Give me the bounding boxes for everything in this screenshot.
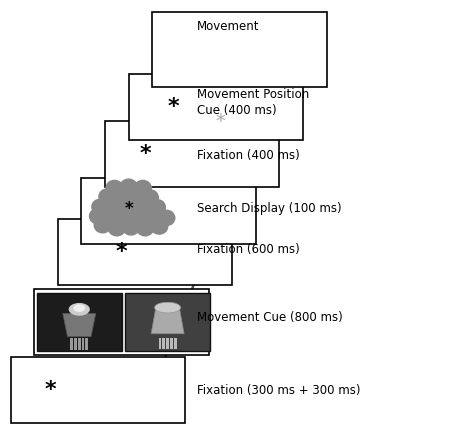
Circle shape bbox=[104, 208, 120, 223]
Text: Search Display (100 ms): Search Display (100 ms) bbox=[197, 202, 342, 214]
Bar bbox=[128, 74, 303, 140]
Bar bbox=[174, 338, 176, 350]
Text: Fixation (400 ms): Fixation (400 ms) bbox=[197, 149, 300, 162]
Text: Fixation (600 ms): Fixation (600 ms) bbox=[197, 243, 300, 256]
Bar bbox=[82, 178, 256, 245]
Circle shape bbox=[148, 199, 165, 215]
Circle shape bbox=[127, 189, 144, 204]
Text: *: * bbox=[139, 144, 151, 163]
Ellipse shape bbox=[69, 303, 90, 316]
Circle shape bbox=[120, 199, 137, 214]
Text: *: * bbox=[124, 200, 133, 218]
Circle shape bbox=[118, 209, 135, 224]
Bar bbox=[58, 219, 232, 285]
Circle shape bbox=[141, 190, 158, 205]
Bar bbox=[74, 338, 77, 350]
Circle shape bbox=[132, 208, 149, 223]
Circle shape bbox=[151, 219, 168, 234]
Polygon shape bbox=[151, 308, 184, 334]
Bar bbox=[152, 12, 327, 87]
Circle shape bbox=[92, 199, 109, 214]
Bar bbox=[78, 338, 81, 350]
Bar bbox=[170, 338, 173, 350]
Circle shape bbox=[106, 197, 123, 213]
Bar bbox=[35, 289, 209, 355]
Text: Movement: Movement bbox=[197, 21, 259, 33]
Polygon shape bbox=[63, 314, 96, 337]
Circle shape bbox=[134, 181, 151, 196]
Bar bbox=[125, 293, 210, 351]
Text: *: * bbox=[45, 380, 57, 400]
Ellipse shape bbox=[73, 304, 85, 312]
Circle shape bbox=[120, 179, 137, 194]
Bar bbox=[82, 338, 84, 350]
Ellipse shape bbox=[155, 302, 181, 313]
Bar bbox=[163, 338, 165, 350]
Text: *: * bbox=[116, 242, 128, 262]
Circle shape bbox=[90, 208, 107, 224]
Circle shape bbox=[113, 187, 130, 203]
Bar bbox=[166, 338, 169, 350]
Bar bbox=[70, 338, 73, 350]
Text: Fixation (300 ms + 300 ms): Fixation (300 ms + 300 ms) bbox=[197, 384, 360, 396]
Text: *: * bbox=[168, 97, 179, 117]
Text: Movement Position
Cue (400 ms): Movement Position Cue (400 ms) bbox=[197, 88, 309, 117]
Bar bbox=[159, 338, 162, 350]
Circle shape bbox=[137, 221, 154, 236]
Bar bbox=[105, 121, 279, 187]
Circle shape bbox=[146, 209, 163, 224]
Bar bbox=[85, 338, 88, 350]
Circle shape bbox=[99, 189, 116, 204]
Bar bbox=[36, 293, 122, 351]
Circle shape bbox=[106, 181, 123, 196]
Circle shape bbox=[109, 221, 125, 236]
Bar bbox=[11, 357, 185, 423]
Circle shape bbox=[122, 220, 139, 235]
Circle shape bbox=[94, 218, 111, 233]
Text: *: * bbox=[216, 112, 226, 131]
Circle shape bbox=[134, 198, 151, 214]
Text: Movement Cue (800 ms): Movement Cue (800 ms) bbox=[197, 311, 343, 324]
Circle shape bbox=[158, 210, 175, 226]
